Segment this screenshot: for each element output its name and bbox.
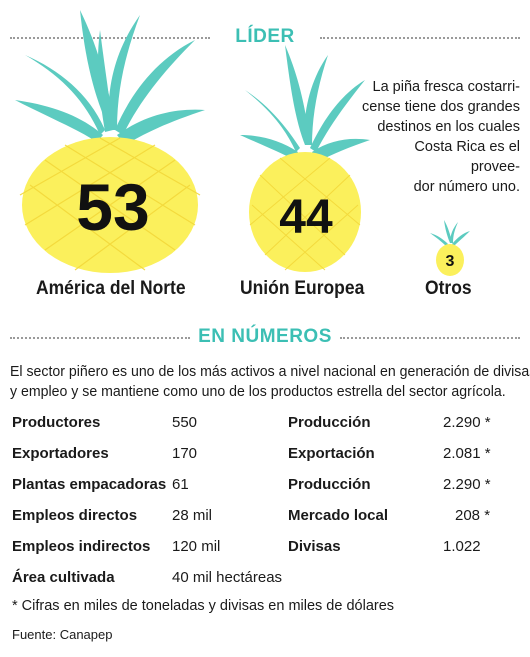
divider-right-middle <box>340 337 520 339</box>
divider-left-middle <box>10 337 190 339</box>
source-credit: Fuente: Canapep <box>12 627 113 642</box>
stat-value: 2.081 * <box>443 445 491 462</box>
stat-value: 28 mil <box>172 507 213 524</box>
value-others: 3 <box>446 253 455 270</box>
stat-value: 120 mil <box>172 538 221 555</box>
stat-value: 2.290 * <box>443 476 491 493</box>
stat-label: Exportadores <box>12 445 109 462</box>
stat-value: 61 <box>172 476 189 493</box>
pineapple-north-america: 53 <box>5 0 215 275</box>
stat-value: 550 <box>172 414 198 431</box>
pineapple-small-icon: 3 <box>430 220 470 276</box>
section-title-numbers: EN NÚMEROS <box>198 326 332 347</box>
value-north-america: 53 <box>76 170 149 244</box>
stat-label: Divisas <box>288 538 341 555</box>
stat-label: Mercado local <box>288 507 389 524</box>
stat-label: Área cultivada <box>12 569 115 586</box>
stat-value: 2.290 * <box>443 414 491 431</box>
pineapple-european-union: 44 <box>240 40 370 275</box>
stat-label: Exportación <box>288 445 375 462</box>
footnote: * Cifras en miles de toneladas y divisas… <box>12 598 395 614</box>
divider-left-top <box>10 37 210 39</box>
section-title-leader: LÍDER <box>235 26 295 47</box>
stat-label: Productores <box>12 414 101 431</box>
pineapple-medium-icon: 44 <box>240 45 370 272</box>
stat-value: 40 mil hectáreas <box>172 569 283 586</box>
pineapple-large-icon: 53 <box>15 10 205 273</box>
stat-label: Producción <box>288 414 371 431</box>
value-european-union: 44 <box>279 191 333 244</box>
stat-label: Plantas empacadoras <box>12 476 167 493</box>
stat-label: Empleos directos <box>12 507 138 524</box>
label-north-america: América del Norte <box>36 278 186 299</box>
stat-value: 170 <box>172 445 198 462</box>
stat-value: 1.022 <box>443 538 481 555</box>
stat-label: Empleos indirectos <box>12 538 151 555</box>
pineapple-others: 3 <box>428 218 472 278</box>
divider-right-top <box>320 37 520 39</box>
stat-value: 208 * <box>455 507 491 524</box>
stat-label: Producción <box>288 476 371 493</box>
intro-text: La piña fresca costarri- cense tiene dos… <box>362 79 520 195</box>
description-paragraph: El sector piñero es uno de los más activ… <box>10 364 530 400</box>
label-others: Otros <box>425 278 472 299</box>
label-european-union: Unión Europea <box>240 278 365 299</box>
